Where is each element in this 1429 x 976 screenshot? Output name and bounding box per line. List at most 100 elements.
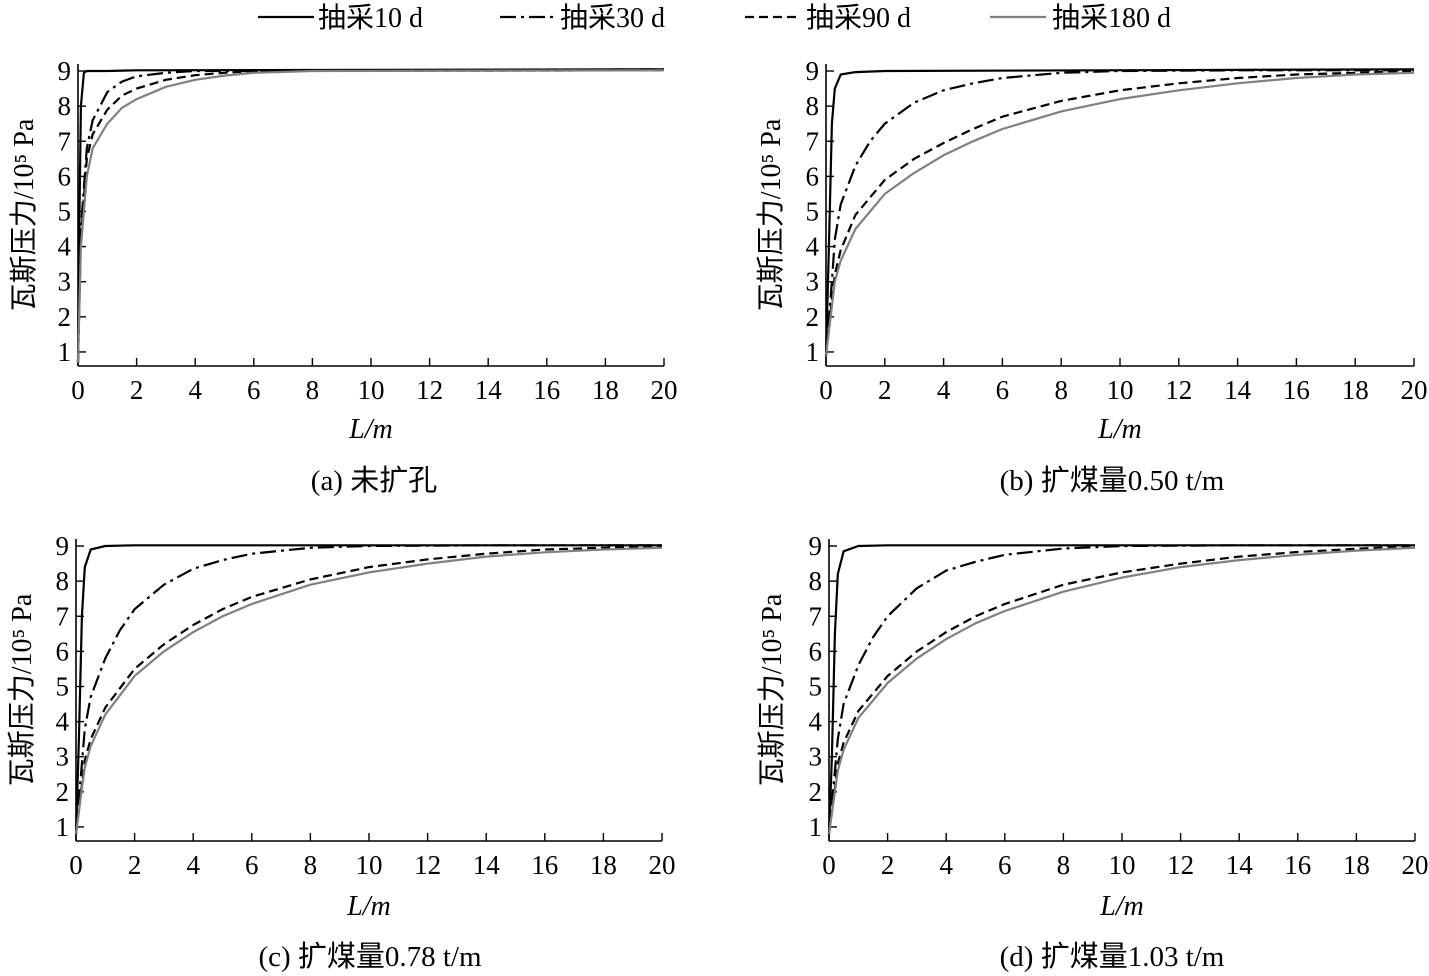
x-tick-label: 10 [1107,375,1134,405]
x-tick-label: 6 [998,850,1012,880]
y-tick-label: 3 [56,742,70,772]
y-tick-label: 8 [58,91,72,121]
y-tick-label: 6 [806,161,820,191]
series-line [74,544,662,835]
x-tick-label: 20 [649,850,676,880]
y-tick-label: 2 [806,302,820,332]
y-tick-label: 3 [58,267,72,297]
x-tick-label: 8 [1057,850,1071,880]
x-tick-label: 14 [1224,375,1252,405]
series-line [74,546,663,835]
legend-label: 抽采30 d [560,2,665,34]
series-line [76,69,665,363]
series-line [76,69,665,363]
x-tick-label: 0 [71,375,85,405]
series-line [827,546,1416,835]
x-tick-label: 12 [1165,375,1192,405]
x-tick-label: 6 [247,375,261,405]
x-tick-label: 0 [819,375,833,405]
x-tick-label: 2 [130,375,144,405]
x-tick-label: 20 [651,375,678,405]
y-tick-label: 4 [809,707,823,737]
y-tick-label: 2 [809,777,823,807]
y-tick-label: 1 [809,812,823,842]
y-tick-label: 3 [806,267,820,297]
y-tick-label: 6 [56,636,70,666]
y-tick-label: 7 [809,601,823,631]
y-tick-label: 3 [809,742,823,772]
panel-caption: (c) 扩煤量0.78 t/m [258,940,482,973]
x-tick-label: 16 [533,375,560,405]
y-tick-label: 1 [56,812,70,842]
y-tick-label: 7 [58,126,72,156]
series-line [824,69,1414,356]
y-axis-label: 瓦斯压力/10⁵ Pa [6,593,38,786]
x-tick-label: 14 [1226,850,1254,880]
y-tick-label: 8 [806,91,820,121]
x-tick-label: 12 [416,375,443,405]
x-tick-label: 8 [1054,375,1068,405]
panel-caption: (b) 扩煤量0.50 t/m [1000,464,1225,497]
x-tick-label: 8 [306,375,320,405]
y-tick-label: 6 [58,161,72,191]
x-tick-label: 16 [531,850,558,880]
legend: 抽采10 d 抽采30 d 抽采90 d 抽采180 d [258,2,1171,34]
x-tick-label: 2 [881,850,895,880]
y-axis-label: 瓦斯压力/10⁵ Pa [8,118,40,311]
x-tick-label: 0 [69,850,83,880]
y-tick-label: 7 [806,126,820,156]
series-line [824,68,1415,356]
x-tick-label: 6 [996,375,1010,405]
x-tick-label: 20 [1401,375,1428,405]
series-line [824,71,1415,356]
y-tick-label: 1 [806,337,820,367]
x-tick-label: 8 [304,850,318,880]
x-tick-label: 18 [590,850,617,880]
y-tick-label: 9 [809,531,823,561]
y-tick-label: 8 [809,566,823,596]
x-tick-label: 4 [188,375,202,405]
y-tick-label: 9 [56,531,70,561]
y-tick-label: 4 [58,232,72,262]
x-axis-label: L/m [348,414,393,445]
series-line [76,68,665,363]
x-tick-label: 2 [128,850,142,880]
x-tick-label: 18 [592,375,619,405]
x-tick-label: 16 [1283,375,1310,405]
series-line [827,544,1416,835]
y-tick-label: 5 [806,196,820,226]
series-line [824,69,1415,356]
x-tick-label: 4 [937,375,951,405]
x-tick-label: 14 [473,850,501,880]
y-axis-label: 瓦斯压力/10⁵ Pa [755,118,787,311]
y-tick-label: 9 [806,56,820,86]
y-tick-label: 1 [58,337,72,367]
x-tick-label: 10 [356,850,383,880]
x-axis-label: L/m [1099,891,1144,922]
y-tick-label: 5 [809,671,823,701]
y-tick-label: 5 [58,196,72,226]
x-tick-label: 16 [1284,850,1311,880]
y-axis-label: 瓦斯压力/10⁵ Pa [756,593,788,786]
y-tick-label: 8 [56,566,70,596]
x-tick-label: 4 [939,850,953,880]
y-tick-label: 9 [58,56,72,86]
x-tick-label: 14 [475,375,503,405]
x-tick-label: 18 [1343,850,1370,880]
y-tick-label: 2 [58,302,72,332]
x-tick-label: 4 [186,850,200,880]
x-tick-label: 0 [822,850,836,880]
y-tick-label: 7 [56,601,70,631]
series-line [74,544,662,835]
panel-caption: (d) 扩煤量1.03 t/m [1000,940,1225,973]
x-tick-label: 12 [1167,850,1194,880]
x-tick-label: 20 [1402,850,1429,880]
series-line [76,68,665,363]
x-tick-label: 18 [1342,375,1369,405]
y-tick-label: 2 [56,777,70,807]
y-tick-label: 4 [806,232,820,262]
